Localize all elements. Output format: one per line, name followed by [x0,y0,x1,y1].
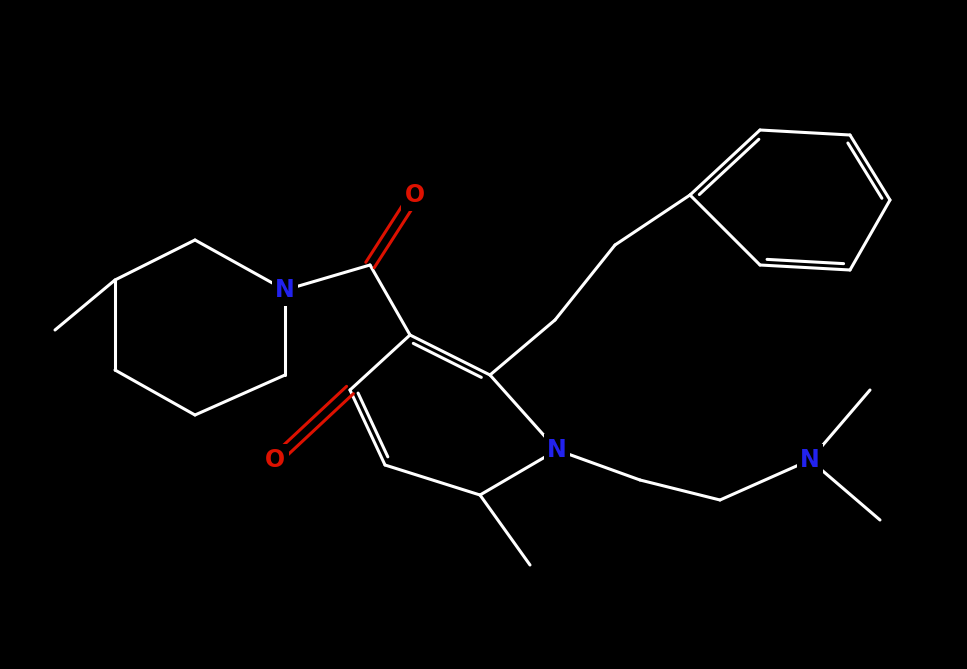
Text: N: N [276,278,295,302]
Text: N: N [800,448,820,472]
Text: O: O [405,183,425,207]
Text: N: N [547,438,567,462]
Text: O: O [265,448,285,472]
